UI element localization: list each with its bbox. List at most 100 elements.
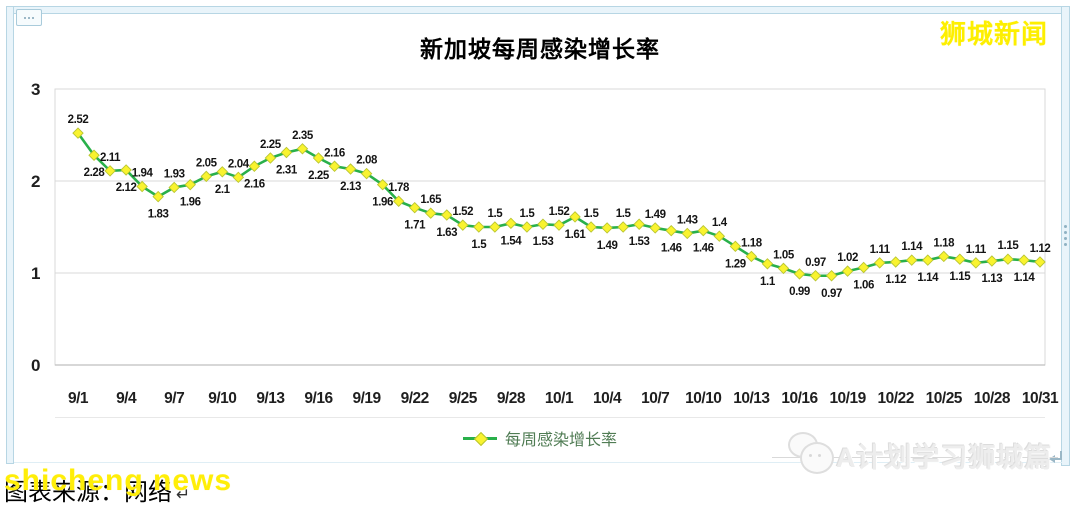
x-tick-label: 9/1 [68,390,89,407]
data-label: 1.15 [949,271,971,283]
x-tick-label: 10/7 [641,390,669,407]
linebreak-mark-icon: ↵ [176,485,191,505]
data-marker [745,250,758,263]
data-label: 2.16 [244,178,265,190]
y-tick-label: 3 [31,80,40,99]
data-label: 1.14 [917,272,939,284]
smiley-bubble-icon [800,442,834,474]
data-marker [312,152,325,164]
plot-border [54,88,1046,366]
data-label: 1.63 [436,227,457,239]
data-label: 2.1 [215,184,231,196]
data-label: 1.96 [180,197,201,209]
data-marker [1002,253,1014,265]
data-label: 2.35 [292,130,314,142]
data-label: 2.31 [276,164,298,176]
data-label: 1.5 [616,208,632,220]
data-label: 0.99 [789,286,810,298]
data-label: 1.29 [725,258,746,270]
x-tick-label: 9/22 [401,390,429,407]
data-label: 2.13 [340,181,361,193]
y-tick-label: 1 [31,264,40,283]
x-tick-label: 9/19 [353,390,382,407]
data-label: 2.16 [324,147,345,159]
data-label: 1.13 [982,273,1003,285]
data-label: 1.18 [933,237,955,249]
data-marker [617,221,629,233]
data-marker [825,270,838,282]
data-marker [296,143,309,155]
data-label: 2.08 [356,155,378,167]
data-label: 1.94 [132,168,154,180]
data-marker [970,257,982,269]
data-label: 1.65 [420,194,442,206]
window-frame-left [6,6,14,464]
data-marker [280,146,293,159]
x-tick-label: 10/22 [878,390,914,407]
data-marker [553,219,565,231]
window-scrollbar[interactable] [1061,6,1070,466]
data-marker [873,257,886,269]
data-label: 1.18 [741,237,763,249]
data-label: 1.61 [565,229,587,241]
x-tick-label: 10/1 [545,390,574,407]
frame-bottom-rule [14,462,1062,463]
drag-handle-icon[interactable] [16,9,42,26]
data-marker [809,270,822,282]
data-label: 1.96 [372,197,393,209]
legend-label: 每周感染增长率 [504,432,617,449]
watermark-shicheng-news-cn: 狮城新闻 [939,19,1048,49]
data-marker [1034,256,1046,268]
watermark-a-plan-text: A计划学习狮城篇 [836,443,1053,473]
data-label: 2.25 [308,170,330,182]
data-label: 1.11 [966,244,987,256]
scrollbar-handle[interactable] [1064,225,1067,246]
data-marker [857,261,870,274]
data-marker [841,265,854,277]
data-marker [425,207,437,219]
x-tick-label: 10/16 [781,390,818,407]
data-label: 1.02 [837,252,858,264]
x-tick-label: 9/16 [304,390,333,407]
x-tick-label: 10/31 [1022,390,1059,407]
y-tick-label: 2 [31,172,40,191]
data-label: 1.49 [597,240,618,252]
data-marker [392,195,405,207]
data-marker [457,219,469,231]
data-marker [889,256,902,268]
x-tick-label: 9/25 [449,390,478,407]
data-label: 1.4 [712,217,728,229]
x-tick-label: 9/7 [164,390,184,407]
data-marker [986,255,998,267]
data-label: 1.1 [760,276,776,288]
data-marker [360,167,373,180]
data-label: 1.5 [584,208,600,220]
data-label: 2.11 [100,152,121,164]
data-marker [264,152,277,164]
x-tick-label: 10/25 [926,390,963,407]
data-marker [376,178,389,191]
x-tick-label: 10/10 [685,390,721,407]
data-label: 1.5 [471,239,487,251]
watermark-rule [772,457,1058,458]
data-marker [408,201,421,214]
data-marker [793,268,806,280]
data-marker [200,170,212,183]
data-marker [152,190,164,203]
watermark-a-plan: A计划学习狮城篇 [772,430,1072,478]
chart-title: 新加坡每周感染增长率 [420,36,660,62]
data-label: 1.43 [677,214,698,226]
x-tick-label: 10/4 [593,390,622,407]
caption-text: 图表来源：网络 [4,480,172,506]
data-label: 1.52 [549,206,570,218]
x-tick-label: 10/19 [829,390,866,407]
data-marker [729,240,742,253]
data-label: 1.14 [1014,272,1036,284]
data-marker [104,165,116,177]
data-label: 1.78 [388,182,410,194]
data-label: 1.05 [773,249,795,261]
data-marker [697,224,710,237]
data-marker [88,149,100,161]
